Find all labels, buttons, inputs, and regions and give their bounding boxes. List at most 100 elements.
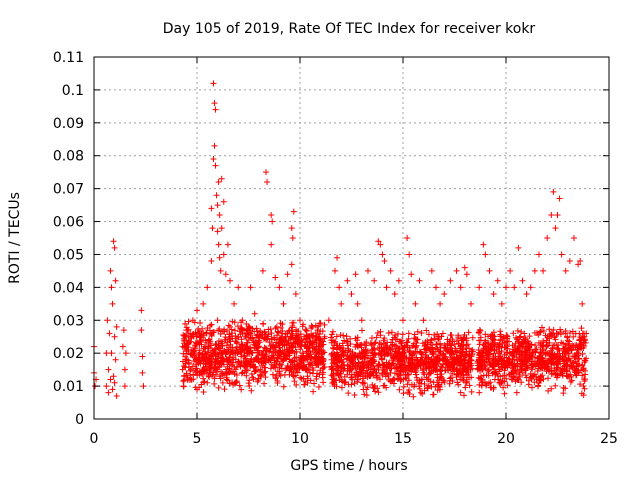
data-point [355,360,362,367]
data-point [294,339,301,346]
data-point [301,381,308,388]
data-point [310,367,317,374]
data-point [527,284,534,291]
data-point [549,345,556,352]
data-point [241,352,248,359]
data-point [569,328,576,335]
data-point [394,364,401,371]
data-point [408,271,415,278]
data-point [253,325,260,332]
data-point [211,350,218,357]
data-point [180,363,187,370]
data-point [570,333,577,340]
data-point [249,335,256,342]
data-point [260,369,267,376]
data-point [354,300,361,307]
data-point [433,341,440,348]
data-point [481,379,488,386]
data-point [478,382,485,389]
data-point [309,323,316,330]
data-point [421,387,428,394]
data-point [260,320,267,327]
data-point [550,342,557,349]
data-point [510,352,517,359]
data-point [453,354,460,361]
y-tick-label: 0 [75,412,84,428]
data-point [451,341,458,348]
data-point [103,383,110,390]
data-point [419,390,426,397]
data-point [225,344,232,351]
data-point [138,327,145,334]
data-point [476,337,483,344]
data-point [389,360,396,367]
data-point [139,353,146,360]
data-point [238,324,245,331]
data-point [383,384,390,391]
data-point [416,385,423,392]
data-point [193,365,200,372]
data-point [335,364,342,371]
data-point [233,372,240,379]
data-point [432,383,439,390]
data-point [363,339,370,346]
data-point [388,329,395,336]
data-point [345,381,352,388]
data-point [281,336,288,343]
data-point [286,367,293,374]
data-point [509,342,516,349]
data-point [580,392,587,399]
data-point [560,390,567,397]
data-point [200,389,207,396]
data-point [447,374,454,381]
data-point [314,349,321,356]
data-point [404,381,411,388]
data-point [414,328,421,335]
data-point [380,337,387,344]
data-point [243,339,250,346]
data-point [354,378,361,385]
data-point [288,261,295,268]
data-point [211,142,218,149]
data-point [518,329,525,335]
data-point [187,338,194,345]
data-point [441,344,448,351]
data-point [104,317,111,324]
data-point [521,338,528,345]
data-point [578,367,585,374]
data-point [256,329,263,336]
y-ticks: 0 0.01 0.02 0.03 0.04 0.05 0.06 0.07 0.08 0.09 0.1… [53,50,609,428]
data-point [228,349,235,356]
data-point [217,267,224,274]
data-point [219,342,226,349]
data-point [108,284,115,291]
data-point [460,336,467,343]
data-point [579,300,586,307]
data-point [576,337,583,344]
data-point [315,383,322,390]
data-point [535,383,542,390]
data-point [428,267,435,274]
data-point [363,350,370,357]
data-point [385,330,392,337]
data-point [235,284,242,291]
data-point [330,345,337,352]
data-point [218,350,225,357]
data-point [552,225,559,232]
data-point [298,375,305,382]
data-point [330,373,337,380]
data-point [266,348,273,355]
data-point [215,384,222,391]
data-point [418,362,425,369]
data-point [358,317,365,324]
x-tick-label: 25 [600,431,618,447]
data-point [540,349,547,356]
data-point [490,357,497,364]
data-point [315,361,322,368]
data-point [259,357,266,364]
data-point [556,195,563,202]
data-point [122,350,129,357]
data-point [277,372,284,379]
data-point [519,277,526,284]
data-point [562,328,569,335]
